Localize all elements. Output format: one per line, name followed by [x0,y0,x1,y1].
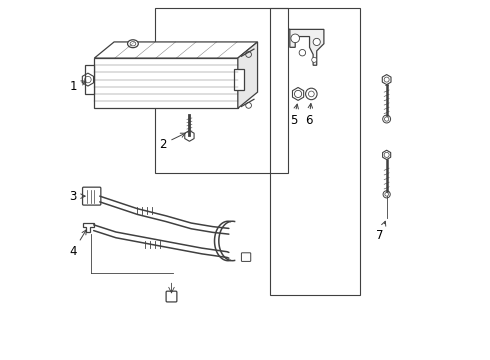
Bar [95,58,238,108]
Text: 1: 1 [69,80,86,93]
Ellipse shape [127,40,138,48]
Polygon shape [238,42,258,108]
Bar [85,65,95,94]
Text: 4: 4 [69,230,86,258]
Polygon shape [95,42,258,58]
Circle shape [312,57,317,62]
FancyBboxPatch shape [242,253,251,261]
Text: 7: 7 [376,221,386,242]
Circle shape [291,34,299,42]
FancyBboxPatch shape [166,291,177,302]
Polygon shape [288,30,324,65]
Bar [155,8,288,173]
Text: 5: 5 [290,104,298,127]
Text: 6: 6 [305,104,313,127]
Bar [234,69,245,90]
Bar [270,8,360,295]
Text: 3: 3 [69,190,85,203]
Circle shape [299,49,306,56]
Text: 2: 2 [159,133,185,150]
Circle shape [313,39,320,45]
FancyBboxPatch shape [82,187,101,205]
Polygon shape [83,223,94,232]
